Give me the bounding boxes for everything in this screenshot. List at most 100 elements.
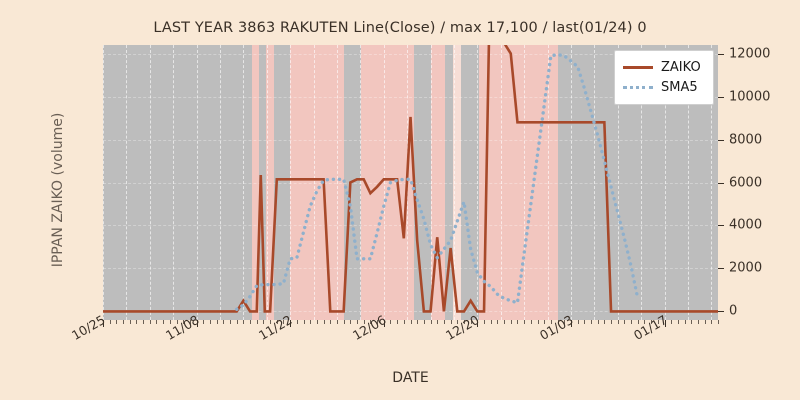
gridline-vertical	[126, 45, 128, 320]
gridline-vertical	[547, 45, 549, 320]
gridline-vertical	[360, 45, 362, 320]
gridline-horizontal	[103, 311, 718, 313]
background-band	[274, 45, 291, 320]
gridline-vertical	[196, 45, 198, 320]
gridline-vertical	[336, 45, 338, 320]
x-tick-minor	[497, 320, 499, 324]
x-tick-minor	[590, 320, 592, 324]
x-tick-minor	[524, 320, 526, 324]
x-tick-minor	[470, 320, 472, 324]
x-tick-minor	[671, 320, 673, 324]
y-tick-mark	[718, 53, 724, 55]
x-tick-minor	[550, 320, 552, 324]
x-tick-minor	[564, 320, 566, 324]
gridline-vertical	[290, 45, 292, 320]
y-tick-label: 6000	[729, 175, 763, 190]
x-tick-minor	[357, 320, 359, 324]
y-tick-label: 12000	[729, 46, 771, 62]
x-tick-minor	[423, 320, 425, 324]
x-tick-minor	[430, 320, 432, 324]
x-tick-minor	[457, 320, 459, 324]
x-tick-major	[383, 320, 385, 327]
x-tick-minor	[136, 320, 138, 324]
data-series-layer	[103, 45, 718, 313]
x-tick-minor	[129, 320, 131, 324]
x-tick-minor	[718, 320, 719, 324]
x-tick-minor	[336, 320, 338, 324]
x-tick-minor	[490, 320, 492, 324]
x-axis-label: DATE	[392, 370, 429, 386]
background-band	[479, 45, 558, 320]
x-tick-minor	[203, 320, 205, 324]
x-tick-minor	[176, 320, 178, 324]
gridline-vertical	[594, 45, 596, 320]
chart-title: LAST YEAR 3863 RAKUTEN Line(Close) / max…	[153, 20, 647, 36]
x-tick-minor	[350, 320, 352, 324]
x-tick-minor	[109, 320, 111, 324]
x-tick-minor	[236, 320, 238, 324]
legend-swatch-sma5-icon	[623, 81, 653, 93]
gridline-vertical	[103, 45, 104, 320]
x-tick-minor	[363, 320, 365, 324]
series-line-sma5	[235, 52, 640, 311]
x-tick-minor	[189, 320, 191, 324]
gridline-vertical	[383, 45, 385, 320]
x-tick-minor	[450, 320, 452, 324]
x-tick-minor	[323, 320, 325, 324]
y-tick-mark	[718, 268, 724, 270]
x-tick-minor	[143, 320, 145, 324]
x-tick-minor	[296, 320, 298, 324]
gridline-horizontal	[103, 96, 718, 98]
gridline-vertical	[219, 45, 221, 320]
legend-label-zaiko: ZAIKO	[661, 59, 701, 75]
x-tick-minor	[243, 320, 245, 324]
x-tick-minor	[216, 320, 218, 324]
x-tick-minor	[303, 320, 305, 324]
x-tick-major	[103, 320, 104, 327]
legend-item-sma5[interactable]: SMA5	[623, 77, 705, 97]
x-tick-minor	[397, 320, 399, 324]
x-tick-minor	[230, 320, 231, 324]
background-band	[453, 45, 462, 320]
gridline-vertical	[500, 45, 502, 320]
x-tick-minor	[611, 320, 613, 324]
y-tick-label: 10000	[729, 89, 771, 105]
gridline-vertical	[430, 45, 432, 320]
y-axis-label: IPPAN ZAIKO (volume)	[50, 112, 66, 268]
gridline-vertical	[453, 45, 455, 320]
x-tick-minor	[223, 320, 225, 324]
x-tick-minor	[163, 320, 165, 324]
y-tick-label: 8000	[729, 132, 763, 148]
x-tick-minor	[250, 320, 252, 324]
gridline-vertical	[477, 45, 479, 320]
x-tick-major	[290, 320, 292, 327]
x-tick-minor	[310, 320, 312, 324]
x-tick-label: 10/25	[69, 311, 108, 343]
x-tick-minor	[156, 320, 158, 324]
x-tick-minor	[270, 320, 272, 324]
gridline-vertical	[570, 45, 572, 320]
x-tick-minor	[256, 320, 258, 324]
gridline-vertical	[664, 45, 666, 320]
x-tick-minor	[544, 320, 546, 324]
gridline-vertical	[617, 45, 619, 320]
x-tick-minor	[657, 320, 659, 324]
x-tick-minor	[209, 320, 211, 324]
x-tick-minor	[283, 320, 285, 324]
legend-item-zaiko[interactable]: ZAIKO	[623, 57, 705, 77]
background-band	[461, 45, 480, 320]
x-tick-major	[570, 320, 572, 327]
x-tick-minor	[631, 320, 633, 324]
y-tick-label: 2000	[729, 260, 763, 276]
y-tick-mark	[718, 225, 724, 227]
x-tick-minor	[597, 320, 599, 324]
x-tick-minor	[624, 320, 626, 324]
x-tick-minor	[677, 320, 679, 324]
background-band	[266, 45, 275, 320]
y-tick-mark	[718, 311, 724, 313]
x-tick-minor	[644, 320, 646, 324]
x-tick-minor	[484, 320, 486, 324]
x-tick-minor	[584, 320, 586, 324]
x-tick-minor	[443, 320, 445, 324]
